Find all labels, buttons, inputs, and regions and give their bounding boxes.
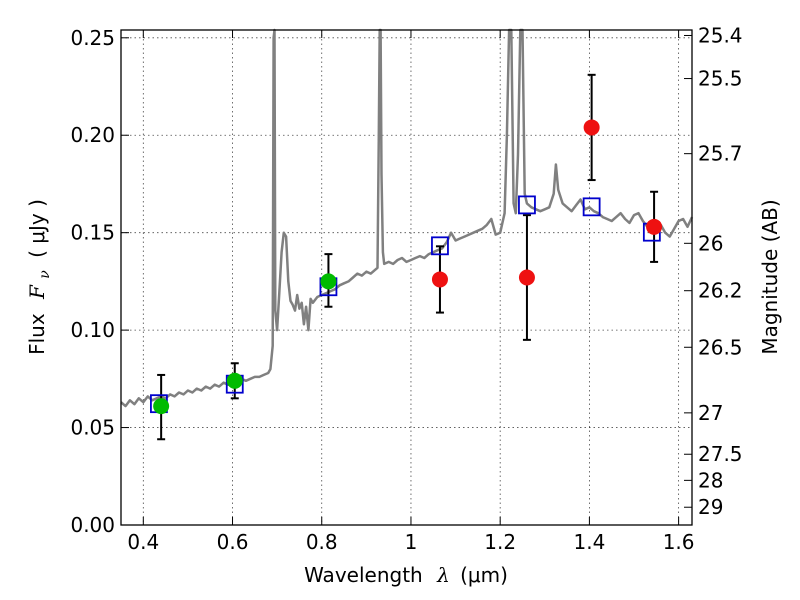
y2-tick-label: 25.5 bbox=[698, 67, 743, 91]
ticks bbox=[121, 30, 692, 526]
y-axis-label-unit: ( μJy ) bbox=[25, 199, 49, 258]
x-tick-label: 1.2 bbox=[484, 530, 516, 554]
y2-tick-label: 29 bbox=[698, 495, 723, 519]
y-tick-label: 0.05 bbox=[70, 416, 115, 440]
green-point bbox=[153, 398, 170, 415]
y-tick-label: 0.20 bbox=[70, 123, 115, 147]
model-point-square bbox=[518, 195, 536, 215]
model-point-square bbox=[431, 236, 449, 256]
y-axis-label: Flux F ν ( μJy ) bbox=[25, 199, 54, 355]
y-axis-label-text: Flux bbox=[25, 313, 49, 355]
y2-tick-label: 27.5 bbox=[698, 442, 743, 466]
x-axis-label-unit: (μm) bbox=[460, 563, 508, 587]
y-tick-label: 0.15 bbox=[70, 221, 115, 245]
y-tick-label: 0.25 bbox=[70, 26, 115, 50]
y2-tick-label: 25.4 bbox=[698, 23, 743, 47]
observed-points bbox=[153, 119, 663, 415]
y-axis-label-subscript: ν bbox=[37, 270, 53, 279]
red-point bbox=[431, 271, 448, 288]
x-tick-label: 1 bbox=[405, 530, 418, 554]
green-point bbox=[320, 273, 337, 290]
red-point bbox=[518, 269, 535, 286]
spectrum-series bbox=[120, 28, 694, 408]
x-tick-label: 0.6 bbox=[217, 530, 249, 554]
x-axis-label: Wavelength λ (μm) bbox=[304, 563, 508, 587]
spectrum-line bbox=[120, 28, 694, 408]
y2-tick-label: 26 bbox=[698, 231, 723, 255]
y-tick-label: 0.00 bbox=[70, 513, 115, 537]
y-tick-label: 0.10 bbox=[70, 318, 115, 342]
y2-tick-label: 25.7 bbox=[698, 142, 743, 166]
y-tick-labels: 0.00 0.05 0.10 0.15 0.20 0.25 bbox=[70, 26, 115, 537]
red-point bbox=[646, 218, 663, 235]
grid bbox=[121, 30, 692, 525]
x-axis-label-symbol: λ bbox=[436, 563, 450, 587]
plot-frame bbox=[120, 29, 693, 526]
x-tick-label: 0.4 bbox=[127, 530, 159, 554]
y2-axis-label: Magnitude (AB) bbox=[758, 199, 782, 354]
y2-tick-label: 28 bbox=[698, 468, 723, 492]
x-tick-labels: 0.4 0.6 0.8 1 1.2 1.4 1.6 bbox=[127, 530, 694, 554]
green-point bbox=[226, 372, 243, 389]
x-tick-label: 0.8 bbox=[306, 530, 338, 554]
x-tick-label: 1.4 bbox=[573, 530, 605, 554]
y2-tick-labels: 25.4 25.5 25.7 26 26.2 26.5 27 27.528 29 bbox=[698, 23, 743, 519]
y2-tick-label: 26.5 bbox=[698, 335, 743, 359]
y2-tick-label: 27 bbox=[698, 401, 723, 425]
model-point-square bbox=[582, 197, 601, 217]
x-tick-label: 1.6 bbox=[663, 530, 695, 554]
x-axis-label-text: Wavelength bbox=[304, 563, 423, 587]
y-axis-label-symbol: F bbox=[25, 284, 49, 300]
red-point bbox=[583, 119, 600, 136]
y2-tick-label: 26.2 bbox=[698, 279, 743, 303]
